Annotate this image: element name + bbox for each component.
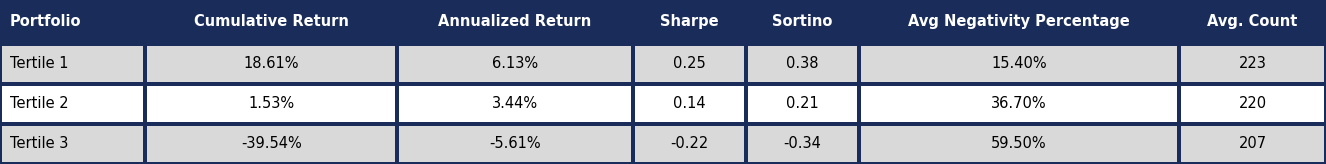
Text: Tertile 3: Tertile 3	[11, 136, 69, 152]
Bar	[3, 86, 143, 122]
Text: 18.61%: 18.61%	[244, 56, 298, 72]
Text: Sortino: Sortino	[772, 14, 833, 30]
Text: Tertile 2: Tertile 2	[11, 96, 69, 112]
Text: Sharpe: Sharpe	[660, 14, 719, 30]
Text: 223: 223	[1238, 56, 1266, 72]
Text: 59.50%: 59.50%	[992, 136, 1048, 152]
Bar	[3, 46, 143, 82]
Bar	[1181, 126, 1323, 162]
Text: 15.40%: 15.40%	[992, 56, 1048, 72]
Bar	[748, 126, 857, 162]
Bar	[147, 46, 395, 82]
Bar	[861, 86, 1177, 122]
Text: Annualized Return: Annualized Return	[439, 14, 591, 30]
Text: Avg Negativity Percentage: Avg Negativity Percentage	[908, 14, 1130, 30]
Bar	[861, 126, 1177, 162]
Text: 0.25: 0.25	[674, 56, 705, 72]
Bar	[3, 126, 143, 162]
Text: 36.70%: 36.70%	[992, 96, 1048, 112]
Bar	[861, 2, 1177, 42]
Bar	[635, 126, 744, 162]
Bar	[399, 46, 631, 82]
Bar	[3, 2, 143, 42]
Text: 0.21: 0.21	[786, 96, 818, 112]
Text: 207: 207	[1238, 136, 1266, 152]
Bar	[748, 86, 857, 122]
Bar	[399, 86, 631, 122]
Text: -0.22: -0.22	[670, 136, 708, 152]
Bar	[748, 46, 857, 82]
Bar	[635, 46, 744, 82]
Bar	[861, 46, 1177, 82]
Bar	[399, 126, 631, 162]
Text: 6.13%: 6.13%	[492, 56, 538, 72]
Text: 1.53%: 1.53%	[248, 96, 294, 112]
Text: 220: 220	[1238, 96, 1266, 112]
Text: -39.54%: -39.54%	[241, 136, 301, 152]
Bar	[147, 2, 395, 42]
Text: Cumulative Return: Cumulative Return	[194, 14, 349, 30]
Bar	[635, 2, 744, 42]
Text: Tertile 1: Tertile 1	[11, 56, 69, 72]
Bar	[147, 126, 395, 162]
Text: 3.44%: 3.44%	[492, 96, 538, 112]
Text: -0.34: -0.34	[784, 136, 821, 152]
Bar	[1181, 46, 1323, 82]
Bar	[399, 2, 631, 42]
Bar	[1181, 2, 1323, 42]
Text: -5.61%: -5.61%	[489, 136, 541, 152]
Bar	[147, 86, 395, 122]
Bar	[1181, 86, 1323, 122]
Text: 0.14: 0.14	[674, 96, 705, 112]
Bar	[635, 86, 744, 122]
Text: Portfolio: Portfolio	[11, 14, 81, 30]
Text: 0.38: 0.38	[786, 56, 818, 72]
Text: Avg. Count: Avg. Count	[1208, 14, 1298, 30]
Bar	[748, 2, 857, 42]
